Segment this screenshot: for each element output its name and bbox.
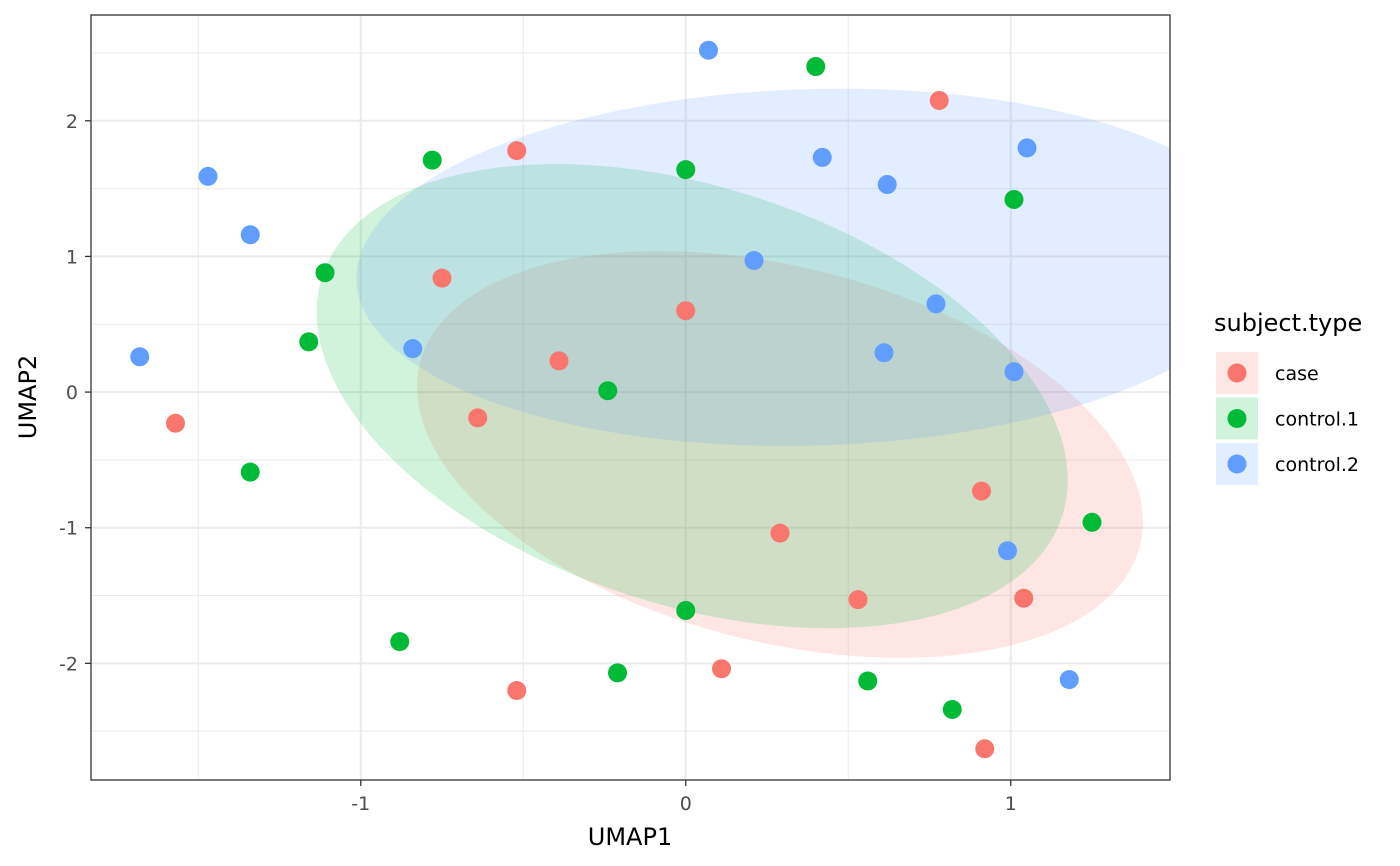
legend-label: control.1 bbox=[1275, 409, 1359, 431]
point-control-2 bbox=[1017, 138, 1037, 158]
point-control-2 bbox=[877, 175, 897, 195]
point-control-1 bbox=[608, 663, 627, 683]
legend-title: subject.type bbox=[1214, 309, 1362, 337]
grid-minor bbox=[91, 15, 1170, 780]
ellipse-control-1 bbox=[316, 164, 1068, 629]
point-control-2 bbox=[699, 40, 718, 60]
point-control-2 bbox=[744, 251, 764, 271]
point-case bbox=[1014, 588, 1034, 608]
y-axis-title: UMAP2 bbox=[14, 355, 42, 439]
legend-label: case bbox=[1275, 363, 1319, 385]
confidence-ellipses bbox=[316, 88, 1170, 658]
point-control-1 bbox=[1082, 512, 1102, 532]
point-case bbox=[712, 659, 731, 679]
point-control-1 bbox=[598, 381, 618, 401]
point-control-1 bbox=[858, 671, 878, 691]
x-tick-label: 0 bbox=[680, 793, 692, 815]
point-case bbox=[929, 90, 949, 110]
point-control-2 bbox=[1059, 670, 1079, 690]
legend-label: control.2 bbox=[1275, 454, 1359, 476]
y-tick-label: 2 bbox=[66, 111, 78, 133]
point-control-1 bbox=[299, 332, 319, 352]
point-control-2 bbox=[812, 147, 832, 167]
point-case bbox=[468, 408, 488, 428]
point-control-1 bbox=[1004, 189, 1024, 209]
point-control-2 bbox=[998, 541, 1017, 561]
point-case bbox=[507, 680, 527, 700]
point-case bbox=[549, 351, 569, 371]
ellipse-case bbox=[417, 251, 1143, 658]
data-points bbox=[130, 40, 1102, 759]
plot-panel-border bbox=[90, 14, 1171, 781]
point-control-1 bbox=[240, 462, 260, 482]
point-control-1 bbox=[806, 57, 826, 77]
x-tick-label: 1 bbox=[1005, 793, 1017, 815]
point-case bbox=[975, 739, 995, 759]
grid-major bbox=[91, 15, 1170, 780]
legend-key-case bbox=[1227, 363, 1247, 383]
point-control-1 bbox=[390, 632, 410, 652]
legend-key-control-2 bbox=[1227, 454, 1247, 474]
point-control-2 bbox=[130, 347, 150, 367]
x-tick-label: -1 bbox=[351, 793, 370, 815]
y-axis: -2 -1 0 1 2 bbox=[59, 111, 91, 675]
legend-key-control-1 bbox=[1227, 409, 1247, 428]
point-control-1 bbox=[676, 600, 696, 620]
point-control-1 bbox=[942, 699, 962, 719]
point-case bbox=[972, 481, 991, 501]
point-case bbox=[432, 268, 452, 288]
y-tick-label: -1 bbox=[59, 518, 78, 540]
point-control-2 bbox=[926, 294, 946, 314]
point-case bbox=[848, 590, 868, 610]
x-axis-title: UMAP1 bbox=[588, 823, 672, 851]
point-control-1 bbox=[422, 150, 442, 170]
point-case bbox=[507, 141, 527, 161]
point-control-2 bbox=[1004, 362, 1024, 382]
point-control-2 bbox=[198, 166, 218, 186]
point-control-2 bbox=[240, 225, 260, 245]
legend: subject.type case control.1 control.2 bbox=[1214, 309, 1362, 485]
y-tick-label: -2 bbox=[59, 653, 78, 675]
point-case bbox=[166, 413, 185, 433]
y-tick-label: 0 bbox=[66, 382, 78, 404]
point-control-1 bbox=[676, 160, 696, 180]
point-control-2 bbox=[874, 343, 894, 363]
x-axis: -1 0 1 bbox=[351, 780, 1017, 815]
point-control-2 bbox=[403, 339, 423, 359]
point-control-1 bbox=[315, 263, 335, 283]
y-tick-label: 1 bbox=[66, 246, 78, 268]
plot-panel bbox=[91, 15, 1170, 780]
point-case bbox=[770, 523, 790, 543]
point-case bbox=[676, 301, 696, 321]
